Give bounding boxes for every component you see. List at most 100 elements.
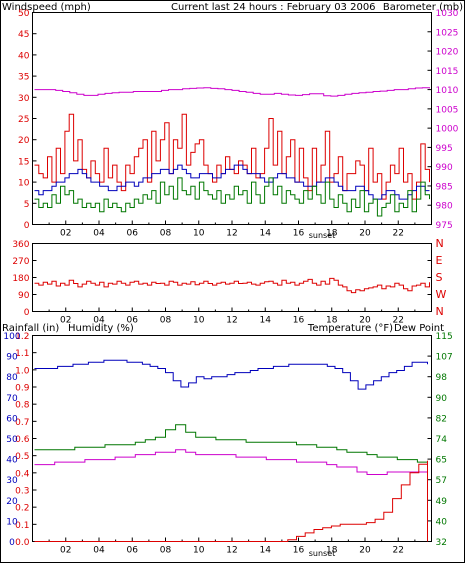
hour-tick-label: 10: [193, 546, 205, 556]
right-tick-label: E: [436, 254, 443, 267]
left-tick-label: 0.3: [15, 487, 29, 497]
series-line-magenta: [34, 87, 430, 97]
left-tick-label: 10: [18, 179, 30, 189]
left-tick-label: 45: [18, 30, 29, 40]
right-tick-label: 1005: [436, 105, 459, 115]
left-tick-label: 5: [24, 200, 30, 210]
hour-tick-label: 10: [193, 229, 205, 239]
humidity-tick-label: 50: [6, 435, 18, 445]
rainfall-axis-label: Rainfall (in): [2, 323, 59, 334]
left-tick-label: 40: [18, 51, 30, 61]
humidity-tick-label: 70: [6, 394, 18, 404]
right-tick-label: 985: [436, 182, 453, 192]
right-tick-label: N: [436, 237, 444, 250]
series-line-red: [34, 277, 430, 294]
series-line-magenta: [34, 449, 428, 475]
hour-tick-label: 14: [260, 546, 272, 556]
panel1-frame: [32, 12, 432, 225]
left-tick-label: 35: [18, 73, 29, 83]
right-tick-label: 65: [436, 456, 447, 466]
hour-tick-label: 08: [160, 546, 172, 556]
barometer-axis-label: Barometer (mb): [383, 2, 463, 13]
humidity-tick-label: 60: [6, 414, 18, 424]
hour-tick-label: 12: [226, 229, 237, 239]
left-tick-label: 15: [18, 157, 29, 167]
right-tick-label: 40: [436, 517, 448, 527]
right-tick-label: 980: [436, 202, 453, 212]
humidity-ticks: 0 10 20 30 40 50 60 70 80 90 100: [3, 332, 20, 548]
panel3-hour-ticks: 02 04 06 08 10 12 14 16 18 20 22: [32, 537, 432, 556]
right-tick-label: 1015: [436, 67, 459, 77]
left-tick-label: 90: [18, 291, 30, 301]
humidity-tick-label: 90: [6, 353, 18, 363]
right-tick-label: 32: [436, 538, 447, 548]
right-tick-label: S: [436, 271, 443, 284]
right-tick-label: 975: [436, 221, 453, 231]
hour-tick-label: 02: [60, 229, 71, 239]
right-tick-label: N: [436, 305, 444, 318]
wind-barometer-panel: Windspeed (mph) Current last 24 hours : …: [2, 2, 463, 240]
right-tick-label: 49: [436, 497, 448, 507]
left-tick-label: 0.9: [15, 384, 30, 394]
right-tick-label: 1030: [436, 9, 459, 19]
panel1-hour-ticks: 02 04 06 08 10 12 14 16 18 20 22: [32, 220, 432, 239]
left-tick-label: 0.4: [15, 469, 30, 479]
right-tick-label: 990: [436, 163, 453, 173]
hour-tick-label: 18: [326, 229, 338, 239]
hour-tick-label: 18: [326, 316, 338, 326]
left-tick-label: 25: [18, 115, 29, 125]
right-tick-label: 57: [436, 476, 447, 486]
hour-tick-label: 08: [160, 229, 172, 239]
hour-tick-label: 06: [127, 229, 139, 239]
hour-tick-label: 20: [359, 229, 371, 239]
left-tick-label: 0: [24, 308, 30, 318]
humidity-tick-label: 30: [6, 476, 18, 486]
humidity-tick-label: 80: [6, 373, 18, 383]
humidity-tick-label: 100: [3, 332, 20, 342]
right-tick-label: 107: [436, 353, 453, 363]
left-tick-label: 1.1: [15, 349, 29, 359]
right-tick-label: 98: [436, 373, 448, 383]
panel3-frame: [32, 335, 432, 542]
right-tick-label: 82: [436, 414, 447, 424]
hour-tick-label: 16: [293, 229, 305, 239]
dewpoint-axis-label: Dew Point: [394, 323, 444, 334]
series-line-blue: [34, 164, 430, 200]
hour-tick-label: 08: [160, 316, 172, 326]
chart-title: Current last 24 hours : February 03 2006: [171, 2, 376, 13]
hour-tick-label: 22: [393, 546, 404, 556]
windspeed-axis-label: Windspeed (mph): [2, 2, 91, 13]
left-tick-label: 1.2: [15, 332, 29, 342]
hour-tick-label: 04: [93, 229, 105, 239]
right-tick-label: 1000: [436, 125, 459, 135]
hour-tick-label: 04: [93, 316, 105, 326]
hour-tick-label: 06: [127, 546, 139, 556]
left-tick-label: 270: [12, 257, 29, 267]
left-tick-label: 180: [12, 274, 29, 284]
temperature-ticks: 32 40 49 57 65 74 82 90 98 107 115: [427, 332, 453, 548]
right-tick-label: 1025: [436, 28, 459, 38]
windspeed-ticks: 0 5 10 15 20 25 30 35 40 45 50: [18, 9, 37, 231]
left-tick-label: 0.2: [15, 504, 29, 514]
humidity-tick-label: 40: [6, 456, 18, 466]
left-tick-label: 30: [18, 94, 30, 104]
hour-tick-label: 12: [226, 546, 237, 556]
humidity-tick-label: 0: [9, 538, 15, 548]
left-tick-label: 0.8: [15, 401, 30, 411]
left-tick-label: 50: [18, 9, 30, 19]
direction-degree-ticks: 0 90 180 270 360: [12, 240, 37, 318]
right-tick-label: 1010: [436, 86, 459, 96]
left-tick-label: 0.5: [15, 452, 29, 462]
hour-tick-label: 22: [393, 316, 404, 326]
hour-tick-label: 16: [293, 316, 305, 326]
right-tick-label: 115: [436, 332, 453, 342]
humidity-tick-label: 20: [6, 497, 18, 507]
left-tick-label: 0.6: [15, 435, 30, 445]
panel2-hour-ticks: 02 04 06 08 10 12 14 16 18 20 22: [32, 307, 432, 326]
hour-tick-label: 14: [260, 316, 272, 326]
right-tick-label: 74: [436, 435, 448, 445]
right-tick-label: 1020: [436, 48, 459, 58]
